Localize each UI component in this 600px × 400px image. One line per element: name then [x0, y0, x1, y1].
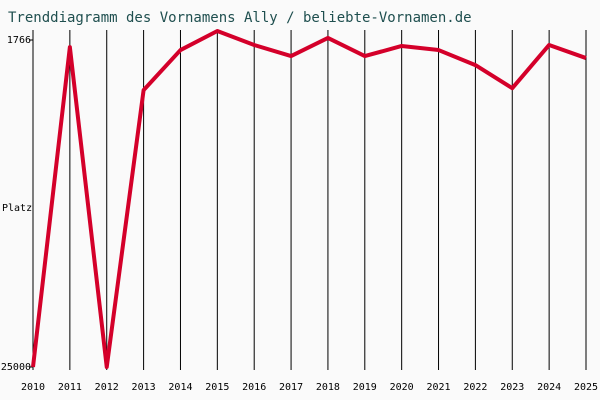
y-axis-label: Platz: [2, 203, 32, 214]
x-tick-label: 2018: [316, 382, 340, 393]
x-tick-label: 2016: [242, 382, 266, 393]
x-tick-label: 2015: [205, 382, 229, 393]
x-tick-label: 2017: [279, 382, 303, 393]
x-tick-label: 2025: [574, 382, 598, 393]
x-tick-label: 2011: [58, 382, 82, 393]
x-tick-label: 2023: [500, 382, 524, 393]
chart-title: Trenddiagramm des Vornamens Ally / belie…: [8, 10, 472, 26]
x-tick-label: 2012: [95, 382, 119, 393]
y-tick-label: 1766: [7, 35, 31, 46]
x-tick-label: 2024: [537, 382, 561, 393]
x-tick-label: 2021: [426, 382, 450, 393]
x-tick-label: 2010: [21, 382, 45, 393]
x-tick-label: 2014: [168, 382, 192, 393]
x-tick-label: 2020: [390, 382, 414, 393]
x-tick-label: 2022: [463, 382, 487, 393]
y-tick-label: 25000: [1, 362, 31, 373]
data-line: [31, 28, 587, 369]
x-tick-label: 2013: [132, 382, 156, 393]
x-tick-label: 2019: [353, 382, 377, 393]
